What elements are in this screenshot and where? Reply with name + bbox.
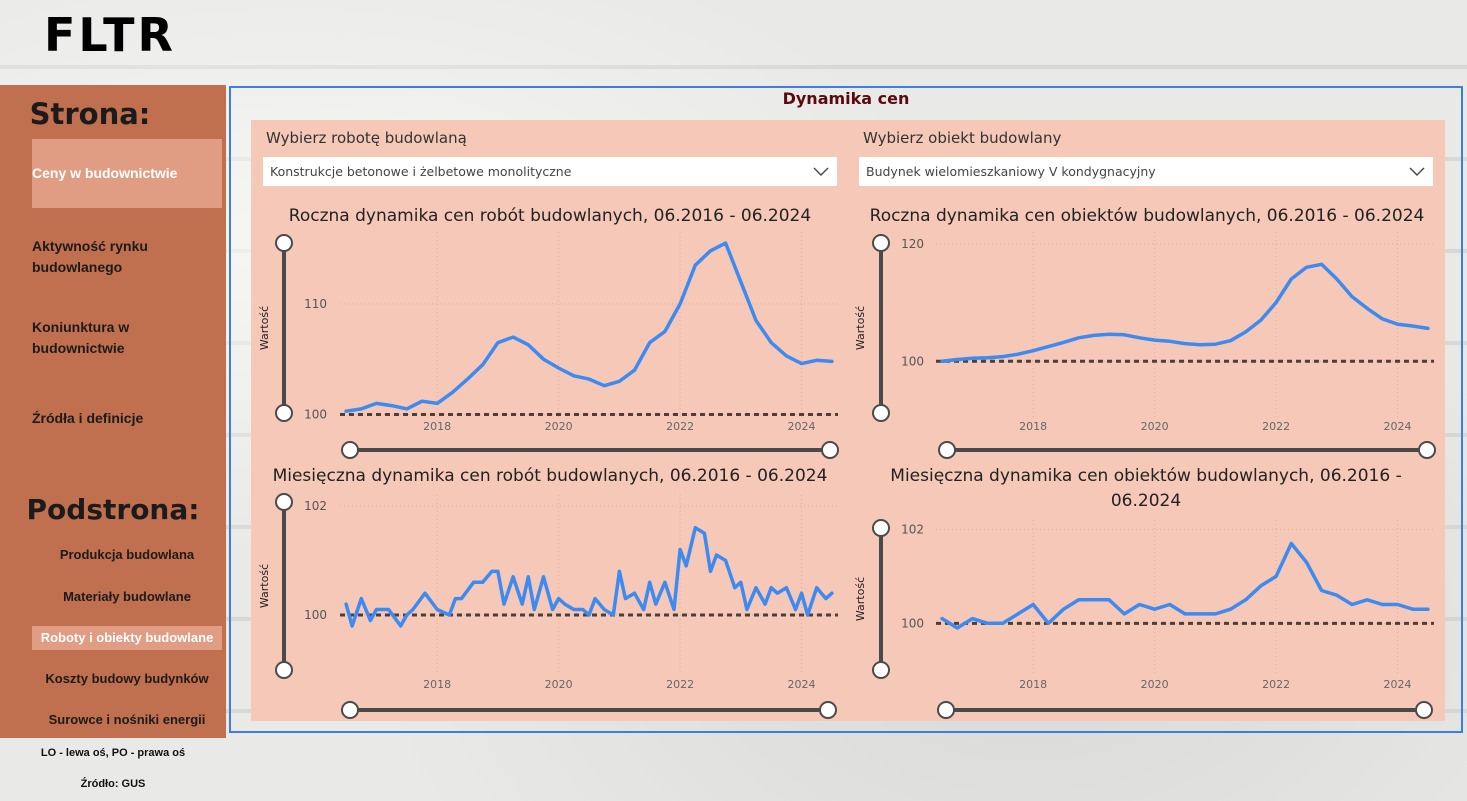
nav-section-title: Strona: [29,97,151,131]
sub-section-title: Podstrona: [26,493,200,526]
x-tick-label: 2022 [1262,420,1290,433]
y-axis-label: Wartość [854,306,867,350]
nav-item-aktywnosc[interactable]: Aktywność rynku budowlanego [32,236,222,278]
nav-item-label: Ceny w budownictwie [32,165,178,181]
sub-item-materialy[interactable]: Materiały budowlane [63,589,191,604]
chart-title-roczna-obiekty: Roczna dynamika cen obiektów budowlanych… [869,206,1425,226]
y-tick-label: 100 [304,608,327,622]
x-tick-label: 2018 [1019,420,1047,433]
x-tick-label: 2022 [1262,678,1290,691]
y-slider-handle-top[interactable] [275,234,293,252]
obiekt-dropdown[interactable]: Budynek wielomieszkaniowy V kondygnacyjn… [859,157,1433,186]
sub-item-produkcja[interactable]: Produkcja budowlana [59,547,195,562]
sub-item-koszty[interactable]: Koszty budowy budynków [45,671,209,686]
y-slider-handle-bottom[interactable] [872,661,890,679]
sub-item-surowce[interactable]: Surowce i nośniki energii [48,712,206,727]
obiekt-dropdown-value: Budynek wielomieszkaniowy V kondygnacyjn… [866,164,1156,179]
y-tick-label: 100 [304,407,327,421]
x-tick-label: 2020 [1141,678,1169,691]
y-tick-label: 120 [901,237,924,251]
y-tick-label: 102 [304,499,327,513]
y-slider-handle-bottom[interactable] [275,404,293,422]
x-slider-handle-right[interactable] [821,441,839,459]
x-tick-label: 2024 [1384,678,1412,691]
x-tick-label: 2022 [666,678,694,691]
x-tick-label: 2020 [1141,420,1169,433]
x-slider-handle-left[interactable] [938,441,956,459]
x-tick-label: 2024 [788,420,816,433]
y-slider-handle-bottom[interactable] [275,661,293,679]
y-slider-handle-top[interactable] [275,493,293,511]
x-tick-label: 2020 [545,678,573,691]
series-line [344,525,834,628]
x-tick-label: 2018 [1019,678,1047,691]
series-line [940,541,1430,630]
source-footnote: Źródło: GUS [80,778,146,790]
sidebar: Strona: Ceny w budownictwie Aktywność ry… [0,85,226,738]
content-frame [229,86,1463,733]
page-title: Dynamika cen [782,89,910,108]
nav-item-ceny[interactable]: Ceny w budownictwie [32,139,222,208]
x-slider-handle-left[interactable] [937,701,955,719]
y-slider-handle-top[interactable] [872,519,890,537]
robota-dropdown-value: Konstrukcje betonowe i żelbetowe monolit… [270,164,572,179]
x-tick-label: 2022 [666,420,694,433]
x-slider-handle-right[interactable] [1418,441,1436,459]
nav-item-zrodla[interactable]: Źródła i definicje [32,408,222,429]
x-tick-label: 2024 [788,678,816,691]
axes-footnote: LO - lewa oś, PO - prawa oś [40,747,186,759]
robota-dropdown[interactable]: Konstrukcje betonowe i żelbetowe monolit… [263,157,837,186]
fltr-logo: FLTR [44,8,176,62]
chart-title-roczna-roboty: Roczna dynamika cen robót budowlanych, 0… [288,206,812,226]
x-tick-label: 2018 [423,420,451,433]
y-tick-label: 102 [901,522,924,536]
chevron-down-icon [1409,167,1425,176]
x-tick-label: 2018 [423,678,451,691]
x-slider-handle-right[interactable] [819,701,837,719]
chart-title-miesieczna-roboty: Miesięczna dynamika cen robót budowlanyc… [272,466,828,486]
y-slider-handle-top[interactable] [872,234,890,252]
y-tick-label: 110 [304,297,327,311]
y-axis-label: Wartość [258,564,271,608]
x-slider-handle-right[interactable] [1415,701,1433,719]
nav-item-label: Koniunktura w budownictwie [32,319,130,356]
charts-panel [251,120,1445,721]
nav-item-koniunktura[interactable]: Koniunktura w budownictwie [32,317,222,359]
y-axis-label: Wartość [258,306,271,350]
chart-title-miesieczna-obiekty: Miesięczna dynamika cen obiektów budowla… [890,466,1402,511]
nav-item-label: Źródła i definicje [32,410,144,426]
nav-item-label: Aktywność rynku budowlanego [32,238,148,275]
y-tick-label: 100 [901,616,924,630]
y-axis-label: Wartość [854,577,867,621]
x-tick-label: 2020 [545,420,573,433]
chevron-down-icon [813,167,829,176]
series-line [940,262,1430,364]
slicer-label-robota: Wybierz robotę budowlaną [266,129,467,147]
y-slider-handle-bottom[interactable] [872,404,890,422]
x-slider-handle-left[interactable] [341,441,359,459]
y-tick-label: 100 [901,354,924,368]
x-slider-handle-left[interactable] [341,701,359,719]
x-tick-label: 2024 [1384,420,1412,433]
series-line [344,241,834,413]
sub-item-roboty[interactable]: Roboty i obiekty budowlane [32,626,222,650]
slicer-label-obiekt: Wybierz obiekt budowlany [863,129,1062,147]
